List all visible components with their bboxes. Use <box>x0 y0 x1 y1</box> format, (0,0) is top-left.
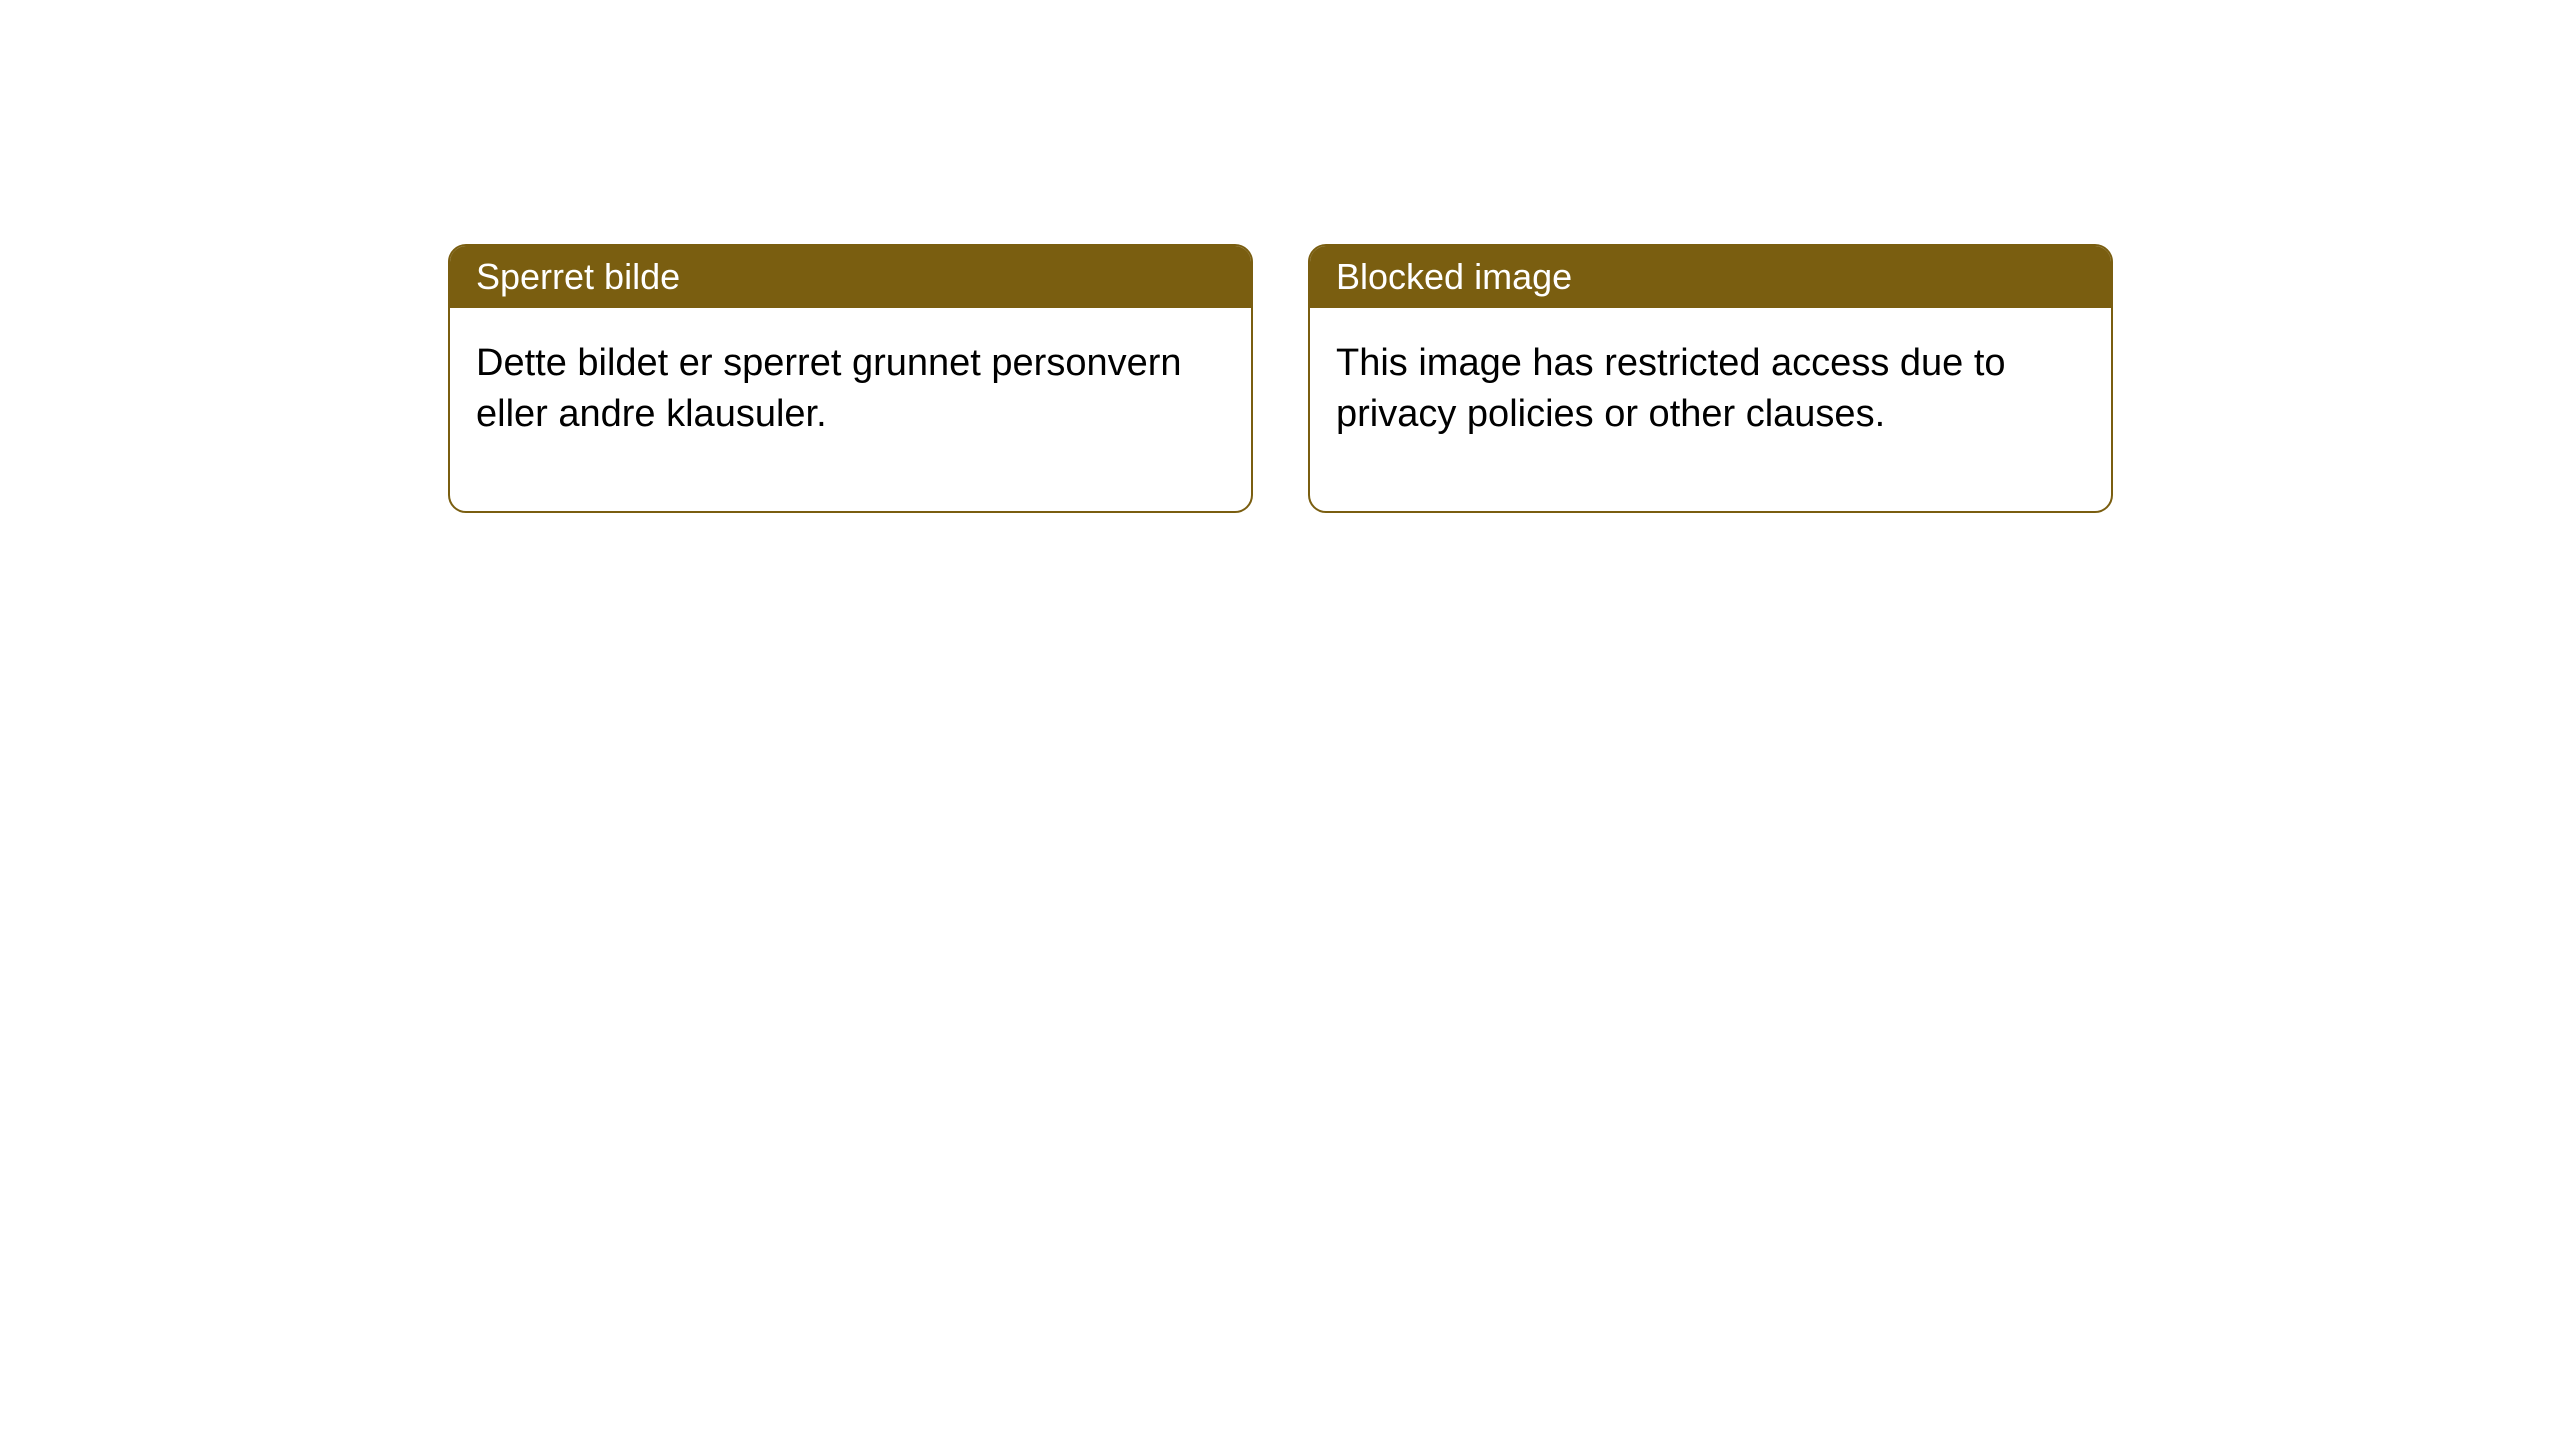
notice-body: This image has restricted access due to … <box>1310 308 2111 511</box>
notice-box-norwegian: Sperret bilde Dette bildet er sperret gr… <box>448 244 1253 513</box>
notice-title: Blocked image <box>1310 246 2111 308</box>
notice-box-english: Blocked image This image has restricted … <box>1308 244 2113 513</box>
notice-title: Sperret bilde <box>450 246 1251 308</box>
notice-container: Sperret bilde Dette bildet er sperret gr… <box>448 244 2113 513</box>
notice-body: Dette bildet er sperret grunnet personve… <box>450 308 1251 511</box>
